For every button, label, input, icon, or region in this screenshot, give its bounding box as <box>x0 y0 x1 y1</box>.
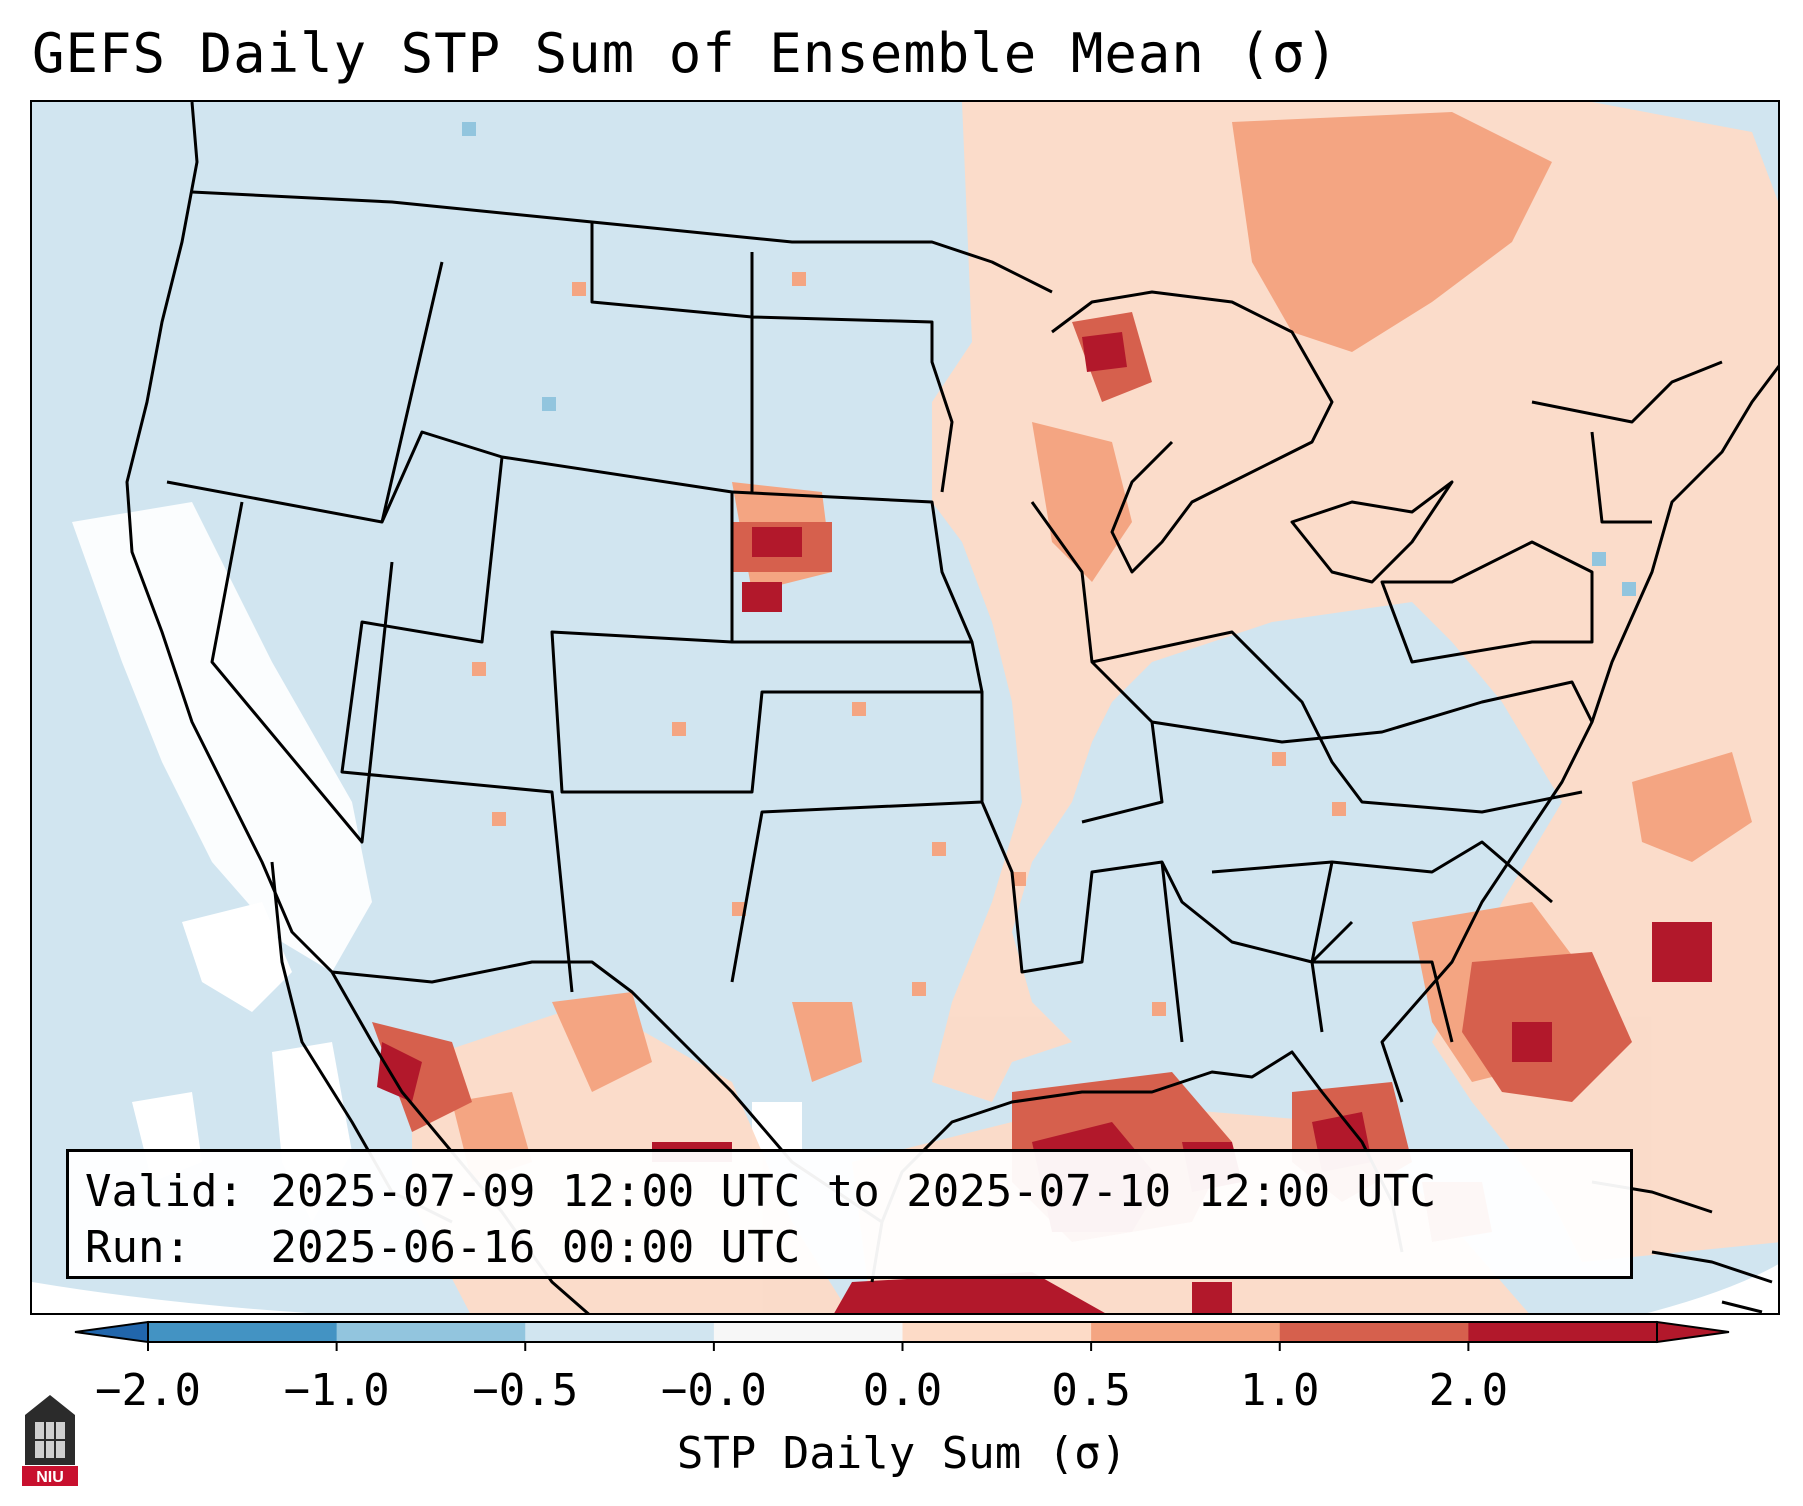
colorbar-tick-label: 0.5 <box>1051 1365 1131 1416</box>
colorbar-label: STP Daily Sum (σ) <box>676 1428 1128 1479</box>
negative-cells <box>462 122 1636 596</box>
us-mexico-border <box>331 960 883 1224</box>
run-label: Run: <box>85 1222 191 1273</box>
niu-logo: NIU <box>22 1395 78 1486</box>
colorbar-segment <box>713 1322 903 1342</box>
colorbar-segment <box>1279 1322 1469 1342</box>
colorbar-segments <box>148 1322 1658 1342</box>
valid-label: Valid: <box>85 1166 244 1217</box>
colorbar <box>74 1320 1730 1351</box>
colorbar-segment <box>902 1322 1092 1342</box>
page-title: GEFS Daily STP Sum of Ensemble Mean (σ) <box>32 22 1339 85</box>
west-coast <box>125 102 334 974</box>
run-value: 2025-06-16 00:00 UTC <box>270 1222 801 1273</box>
valid-value: 2025-07-09 12:00 UTC to 2025-07-10 12:00… <box>270 1166 1437 1217</box>
colorbar-extend-high <box>1656 1320 1730 1344</box>
colorbar-tick-label: −0.5 <box>472 1365 579 1416</box>
svg-text:NIU: NIU <box>36 1469 64 1486</box>
colorbar-tick-label: 0.0 <box>862 1365 943 1416</box>
colorbar-tick-label: −2.0 <box>95 1365 201 1416</box>
projection-edge-right <box>1647 1264 1778 1313</box>
colorbar-tick-label: −1.0 <box>283 1365 390 1416</box>
colorbar-tick-label: 1.0 <box>1240 1365 1320 1416</box>
moderate-positive-regions <box>452 112 1752 1182</box>
colorbar-tick-label: −0.0 <box>660 1365 767 1416</box>
colorbar-segment <box>525 1322 715 1342</box>
great-lakes <box>1051 290 1454 584</box>
colorbar-segment <box>148 1322 338 1342</box>
us-canada-border <box>191 190 1053 294</box>
colorbar-segment <box>336 1322 526 1342</box>
valid-run-info-box: Valid: 2025-07-09 12:00 UTC to 2025-07-1… <box>66 1149 1633 1279</box>
map-frame <box>30 100 1780 1315</box>
colorbar-segment <box>1091 1322 1281 1342</box>
scattered-cells <box>472 272 1346 1056</box>
colorbar-segment <box>1468 1322 1658 1342</box>
projection-edge <box>32 1282 310 1313</box>
state-and-coast-borders <box>125 102 1778 1313</box>
colorbar-extend-low <box>74 1320 149 1344</box>
colorbar-tick-label: 2.0 <box>1428 1365 1509 1416</box>
stp-map <box>32 102 1778 1313</box>
